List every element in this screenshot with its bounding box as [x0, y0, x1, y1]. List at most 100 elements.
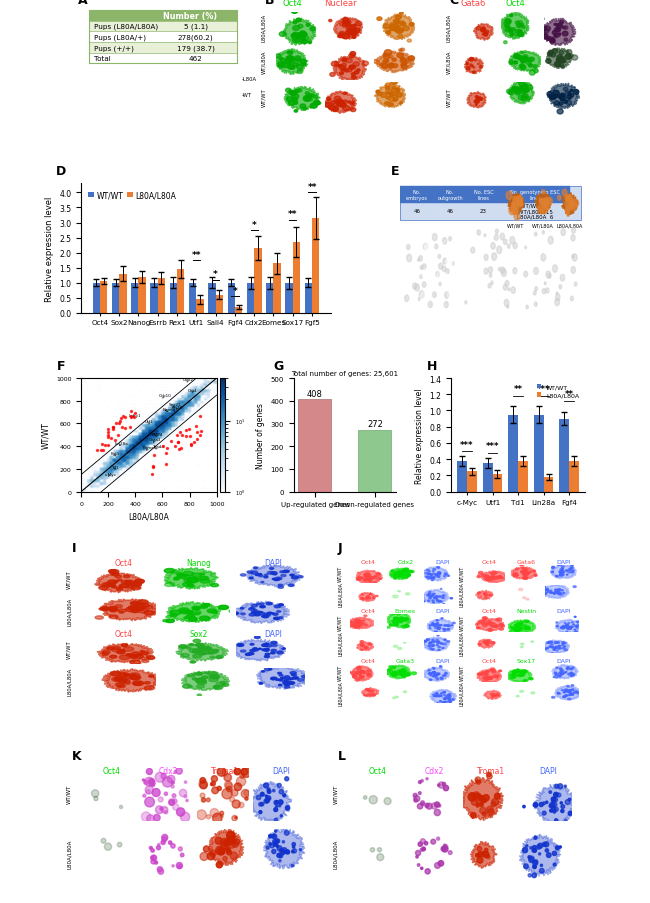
- Text: **: **: [288, 209, 298, 219]
- Bar: [457, 461, 467, 492]
- FancyBboxPatch shape: [89, 53, 237, 64]
- Bar: [358, 431, 391, 492]
- Point: [176, 441, 187, 455]
- Point: [107, 421, 118, 435]
- Point: [103, 428, 113, 442]
- Bar: [158, 279, 165, 313]
- Point: [96, 443, 107, 458]
- Point: [158, 439, 168, 453]
- Point: [114, 416, 125, 431]
- Text: Pups (L80A/+): Pups (L80A/+): [94, 34, 146, 41]
- Text: *: *: [213, 270, 218, 279]
- Point: [125, 405, 136, 419]
- Point: [129, 406, 140, 421]
- Point: [181, 429, 192, 443]
- Text: Pups (L80A/L80A): Pups (L80A/L80A): [94, 23, 158, 31]
- Bar: [119, 275, 127, 313]
- Y-axis label: Relative expression level: Relative expression level: [415, 387, 424, 483]
- Bar: [560, 419, 569, 492]
- Text: Lin28a: Lin28a: [115, 442, 129, 446]
- FancyBboxPatch shape: [467, 187, 500, 203]
- Point: [194, 409, 205, 424]
- Text: ***: ***: [537, 385, 551, 394]
- Text: L80A/L80A: L80A/L80A: [556, 223, 582, 228]
- Point: [149, 448, 159, 462]
- Bar: [227, 284, 235, 313]
- Bar: [177, 270, 185, 313]
- Bar: [569, 461, 579, 492]
- Text: WT/WT: WT/WT: [67, 569, 72, 588]
- Point: [129, 411, 140, 425]
- Point: [184, 422, 194, 436]
- Point: [102, 430, 112, 444]
- Bar: [208, 284, 216, 313]
- Point: [185, 438, 196, 452]
- Text: Sox2: Sox2: [189, 628, 207, 638]
- Point: [174, 442, 185, 457]
- Y-axis label: Number of genes: Number of genes: [256, 403, 265, 469]
- Text: C: C: [450, 0, 459, 7]
- Point: [118, 409, 128, 424]
- Text: Oct4: Oct4: [188, 388, 198, 393]
- Text: Grb10: Grb10: [159, 394, 171, 398]
- Point: [147, 468, 157, 482]
- Point: [97, 437, 107, 452]
- Bar: [170, 284, 177, 313]
- Text: DAPI: DAPI: [272, 766, 291, 775]
- Bar: [112, 284, 119, 313]
- Bar: [483, 463, 493, 492]
- Text: 5 (1.1): 5 (1.1): [184, 23, 208, 31]
- Text: Troma1: Troma1: [477, 766, 505, 775]
- Text: Oct4: Oct4: [369, 766, 387, 775]
- Text: F: F: [57, 360, 66, 373]
- Point: [191, 419, 202, 433]
- Text: Oct4: Oct4: [282, 0, 302, 8]
- FancyBboxPatch shape: [89, 43, 237, 53]
- FancyBboxPatch shape: [400, 187, 434, 203]
- Text: BMP4: BMP4: [151, 433, 163, 437]
- Text: L80A/L80A: L80A/L80A: [536, 306, 566, 311]
- Text: Cdx2: Cdx2: [159, 766, 178, 775]
- Text: Nanog: Nanog: [186, 558, 211, 567]
- Text: Nuclear: Nuclear: [324, 0, 357, 8]
- Text: I: I: [72, 541, 76, 554]
- Point: [126, 410, 136, 424]
- Text: B: B: [265, 0, 274, 7]
- Bar: [138, 277, 146, 313]
- Text: No.
outgrowth: No. outgrowth: [437, 190, 463, 200]
- Point: [172, 435, 183, 450]
- Bar: [298, 399, 332, 492]
- Point: [162, 442, 173, 456]
- Text: WT/WT: WT/WT: [67, 640, 72, 658]
- Point: [103, 438, 114, 452]
- Text: Number (%): Number (%): [162, 12, 217, 21]
- Text: K: K: [72, 749, 81, 762]
- Text: 46: 46: [413, 209, 421, 214]
- Legend: WT/WT, L80A/L80A: WT/WT, L80A/L80A: [534, 382, 582, 401]
- Bar: [534, 415, 543, 492]
- Point: [161, 446, 171, 461]
- Text: *: *: [233, 286, 237, 295]
- Text: WT/L80A: WT/L80A: [261, 51, 266, 74]
- Bar: [92, 284, 100, 313]
- Point: [148, 460, 158, 474]
- Text: DAPI: DAPI: [539, 766, 556, 775]
- Bar: [508, 415, 518, 492]
- Text: L80A/L80A: L80A/L80A: [333, 839, 338, 868]
- Text: WT/WT: WT/WT: [446, 88, 451, 107]
- Text: **: **: [192, 250, 201, 259]
- Text: Oct4: Oct4: [506, 0, 525, 8]
- Text: E: E: [391, 164, 400, 178]
- Text: WT/WT: WT/WT: [333, 783, 338, 803]
- FancyBboxPatch shape: [89, 11, 237, 22]
- Text: No. ESC
lines: No. ESC lines: [474, 190, 493, 200]
- Text: Oct4: Oct4: [114, 628, 133, 638]
- Text: WT/WT: WT/WT: [67, 783, 72, 803]
- Text: Pups (+/+): Pups (+/+): [94, 45, 134, 51]
- Point: [99, 439, 110, 453]
- Point: [185, 439, 196, 453]
- Point: [177, 428, 187, 442]
- Text: L80A/L80A: L80A/L80A: [261, 14, 266, 42]
- Text: WT/L80A: WT/L80A: [478, 306, 503, 311]
- Text: Lefty1: Lefty1: [129, 413, 141, 418]
